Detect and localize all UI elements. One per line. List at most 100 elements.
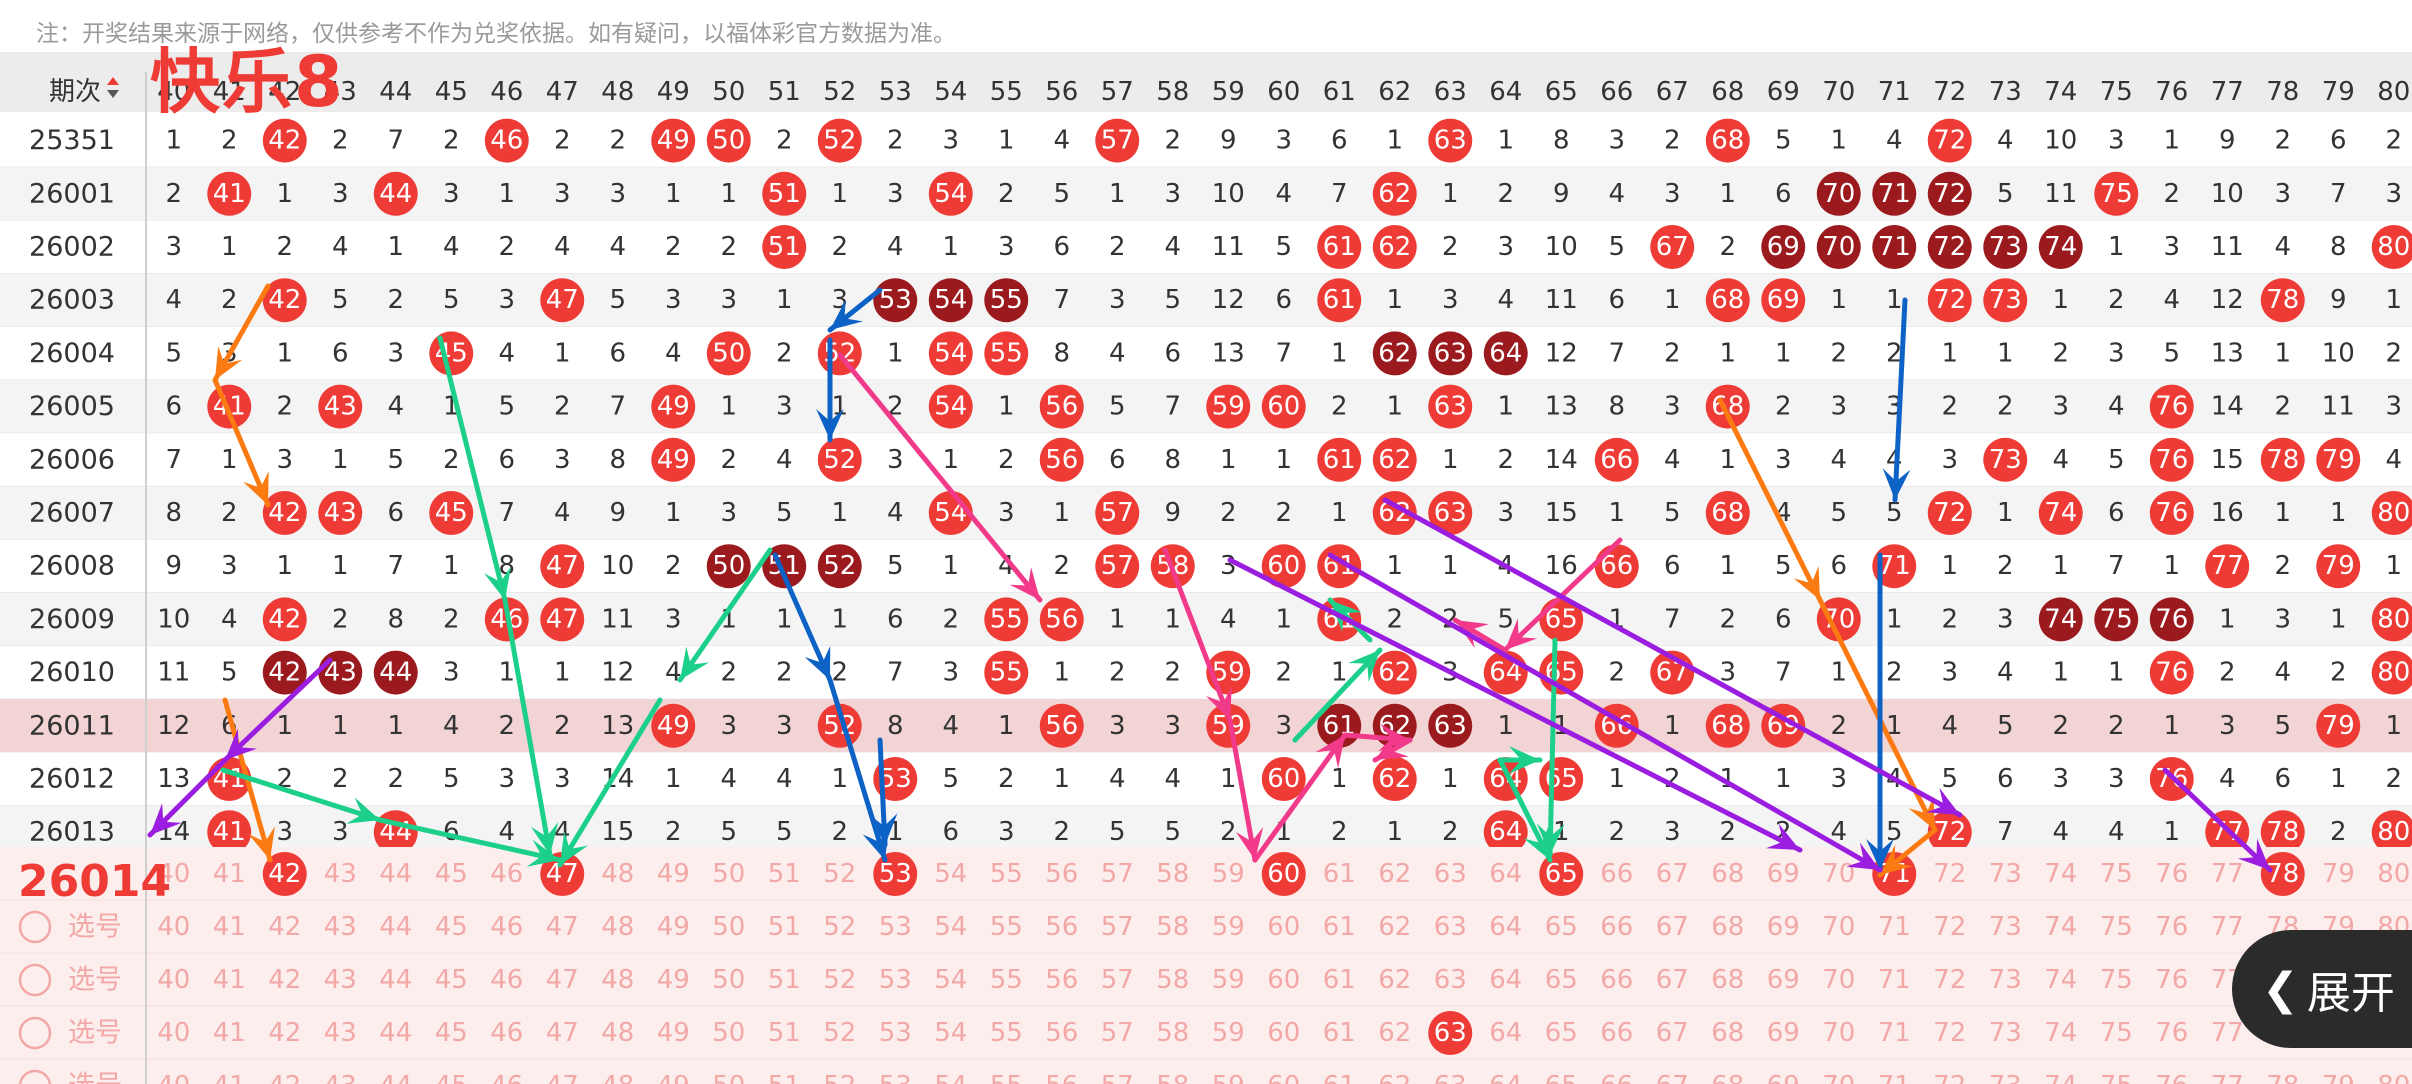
hit-ball — [1095, 118, 1140, 163]
table-row — [0, 326, 2412, 380]
expand-button[interactable]: ❮ 展开 — [2232, 930, 2412, 1048]
miss-count: 1 — [443, 551, 460, 581]
hit-ball — [1317, 437, 1362, 482]
miss-count: 2 — [1109, 232, 1126, 262]
miss-count: 3 — [942, 126, 959, 156]
table-row — [0, 114, 2412, 168]
miss-count: 1 — [332, 551, 349, 581]
miss-count: 1 — [1719, 338, 1736, 368]
miss-count: 7 — [387, 126, 404, 156]
miss-count: 3 — [443, 179, 460, 209]
miss-count: 5 — [776, 498, 793, 528]
miss-count: 3 — [1442, 285, 1459, 315]
miss-count: 3 — [221, 551, 238, 581]
hit-ball — [1983, 437, 2028, 482]
hit-number: 71 — [1878, 232, 1911, 262]
hit-number: 73 — [1989, 232, 2022, 262]
miss-count: 1 — [887, 338, 904, 368]
miss-count: 2 — [2274, 392, 2291, 422]
miss-count: 1 — [720, 392, 737, 422]
miss-count: 12 — [1212, 285, 1245, 315]
miss-count: 3 — [2385, 392, 2402, 422]
miss-count: 8 — [165, 498, 182, 528]
miss-count: 2 — [2108, 285, 2125, 315]
hit-number: 51 — [768, 232, 801, 262]
miss-count: 2 — [554, 126, 571, 156]
miss-count: 1 — [221, 445, 238, 475]
miss-count: 3 — [1775, 445, 1792, 475]
miss-count: 16 — [2211, 498, 2244, 528]
miss-count: 2 — [2163, 179, 2180, 209]
hit-ball — [1816, 225, 1861, 269]
miss-count: 3 — [2163, 232, 2180, 262]
miss-count: 2 — [1220, 498, 1237, 528]
miss-count: 2 — [1830, 338, 1847, 368]
miss-count: 2 — [498, 232, 515, 262]
miss-count: 3 — [720, 285, 737, 315]
period-label: 26003 — [29, 285, 115, 316]
miss-count: 13 — [2211, 338, 2244, 368]
table-row — [0, 486, 2412, 540]
hit-ball — [817, 437, 862, 482]
hit-ball — [1428, 118, 1473, 163]
miss-count: 4 — [2052, 445, 2069, 475]
miss-count: 1 — [831, 179, 848, 209]
period-label: 26007 — [29, 498, 115, 529]
miss-count: 10 — [1545, 232, 1578, 262]
miss-count: 8 — [1053, 338, 1070, 368]
miss-count: 3 — [554, 179, 571, 209]
miss-count: 2 — [387, 285, 404, 315]
miss-count: 3 — [2385, 179, 2402, 209]
hit-ball — [2371, 491, 2412, 535]
miss-count: 2 — [443, 445, 460, 475]
miss-count: 2 — [221, 126, 238, 156]
miss-count: 1 — [2330, 498, 2347, 528]
hit-number: 79 — [2322, 445, 2355, 475]
green-arrow-head — [560, 831, 588, 865]
hit-number: 59 — [1212, 392, 1245, 422]
miss-count: 1 — [276, 551, 293, 581]
miss-count: 2 — [276, 232, 293, 262]
hit-ball — [928, 171, 973, 216]
miss-count: 2 — [998, 445, 1015, 475]
pink-arrow — [1252, 732, 1348, 863]
miss-count: 3 — [887, 445, 904, 475]
miss-count: 9 — [609, 498, 626, 528]
miss-count: 13 — [1212, 338, 1245, 368]
miss-count: 1 — [1053, 498, 1070, 528]
miss-count: 1 — [332, 445, 349, 475]
purple-arrow — [1227, 557, 1803, 853]
miss-count: 5 — [1886, 498, 1903, 528]
miss-count: 2 — [1275, 498, 1292, 528]
miss-count: 2 — [165, 179, 182, 209]
hit-ball — [1039, 384, 1084, 429]
hit-ball — [1206, 384, 1251, 429]
period-label: 26006 — [29, 444, 115, 475]
hit-number: 72 — [1933, 498, 1966, 528]
miss-count: 2 — [720, 232, 737, 262]
miss-count: 4 — [1664, 445, 1681, 475]
miss-count: 1 — [1497, 392, 1514, 422]
hit-ball — [1317, 225, 1362, 269]
miss-count: 3 — [2108, 338, 2125, 368]
miss-count: 10 — [2211, 179, 2244, 209]
miss-count: 2 — [1331, 392, 1348, 422]
miss-count: 2 — [2385, 338, 2402, 368]
miss-count: 2 — [665, 232, 682, 262]
miss-count: 6 — [387, 498, 404, 528]
hit-ball — [984, 331, 1029, 376]
hit-ball — [928, 278, 973, 323]
hit-ball — [762, 225, 807, 269]
hit-number: 54 — [934, 179, 967, 209]
miss-count: 2 — [1775, 392, 1792, 422]
green-arrow — [220, 767, 383, 823]
miss-count: 1 — [1386, 126, 1403, 156]
miss-count: 12 — [2211, 285, 2244, 315]
hit-ball — [1594, 437, 1639, 482]
hit-ball — [2260, 278, 2305, 323]
miss-count: 3 — [1275, 126, 1292, 156]
miss-count: 6 — [165, 392, 182, 422]
miss-count: 3 — [1664, 179, 1681, 209]
hit-ball — [1705, 118, 1750, 163]
hit-number: 50 — [712, 126, 745, 156]
